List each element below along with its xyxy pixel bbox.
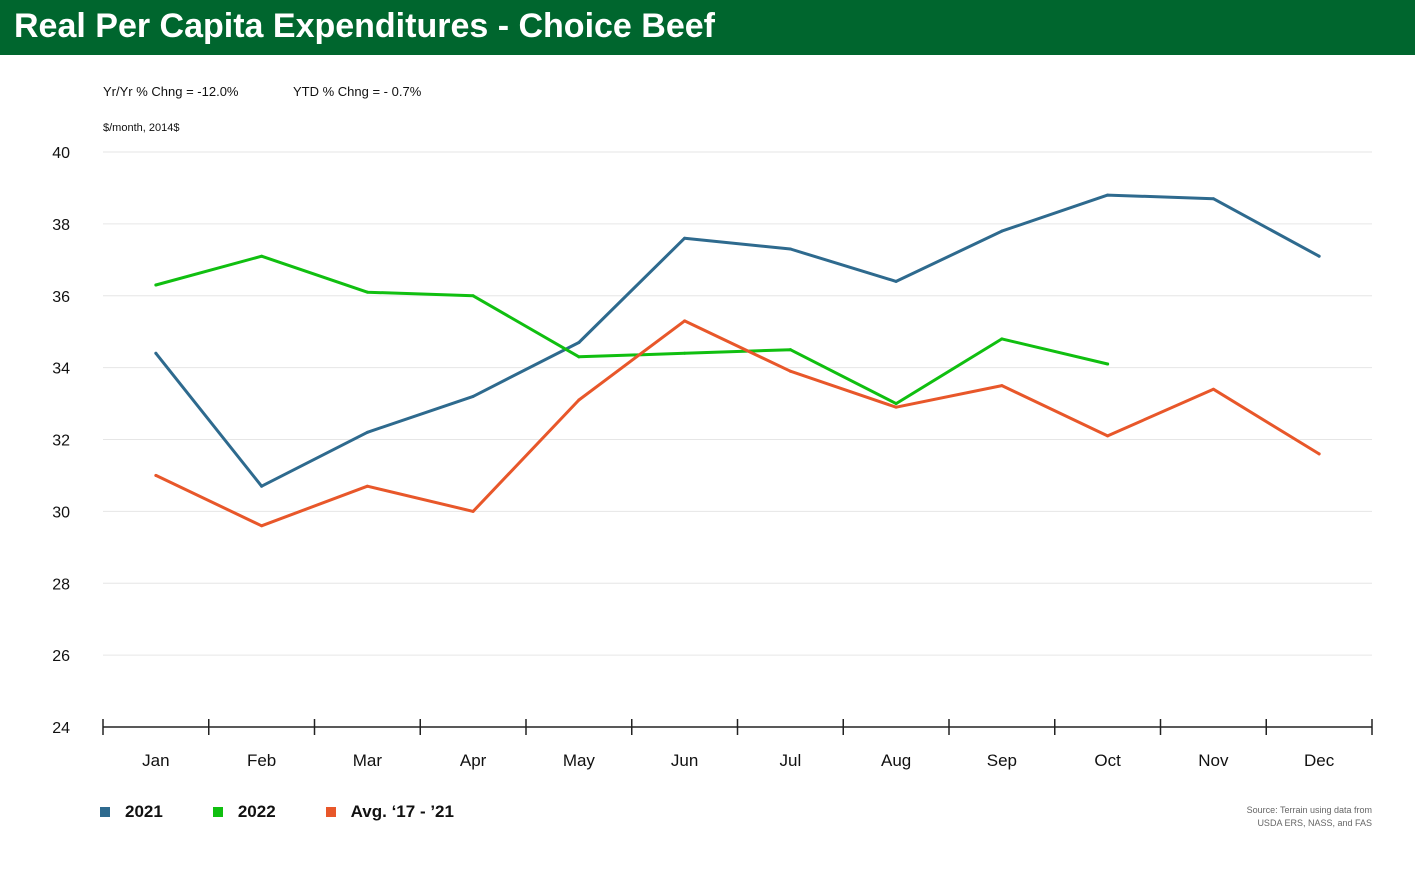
x-tick-label: Aug: [881, 751, 911, 770]
legend-item: Avg. ‘17 - ’21: [325, 802, 454, 822]
x-tick-label: May: [563, 751, 596, 770]
data-point: [365, 484, 369, 488]
data-point: [1000, 337, 1004, 341]
x-tick-label: Jun: [671, 751, 698, 770]
data-point: [154, 283, 158, 287]
data-point: [894, 405, 898, 409]
data-point: [1211, 387, 1215, 391]
y-tick-label: 26: [52, 648, 70, 665]
series-line-2: [154, 319, 1321, 528]
chart-legend: 2021 2022 Avg. ‘17 - ’21: [100, 800, 504, 824]
series-line-0: [154, 193, 1321, 488]
y-tick-label: 38: [52, 217, 70, 234]
data-point: [154, 473, 158, 477]
data-point: [154, 351, 158, 355]
legend-label: 2021: [125, 802, 163, 821]
y-tick-label: 36: [52, 289, 70, 306]
data-point: [365, 430, 369, 434]
x-tick-label: Sep: [987, 751, 1017, 770]
y-tick-label: 24: [52, 720, 70, 737]
data-point: [471, 509, 475, 513]
data-point: [1106, 362, 1110, 366]
data-point: [577, 398, 581, 402]
x-tick-label: Dec: [1304, 751, 1335, 770]
legend-swatch: [325, 807, 336, 817]
ytd-change-stat: YTD % Chng = - 0.7%: [293, 84, 422, 99]
y-tick-label: 28: [52, 576, 70, 593]
source-note: Source: Terrain using data from USDA ERS…: [1072, 804, 1372, 830]
x-tick-label: Apr: [460, 751, 487, 770]
y-tick-label: 32: [52, 433, 70, 450]
title-banner: Real Per Capita Expenditures - Choice Be…: [0, 0, 1415, 55]
y-axis-units-label: $/month, 2014$: [103, 122, 180, 134]
y-tick-label: 34: [52, 361, 70, 378]
x-tick-label: Feb: [247, 751, 276, 770]
data-point: [788, 247, 792, 251]
x-tick-label: Jul: [780, 751, 802, 770]
data-point: [365, 290, 369, 294]
x-tick-label: Mar: [353, 751, 383, 770]
data-point: [1317, 254, 1321, 258]
legend-item: 2022: [212, 802, 276, 822]
data-point: [894, 279, 898, 283]
data-point: [471, 394, 475, 398]
data-point: [260, 484, 264, 488]
data-point: [1317, 452, 1321, 456]
legend-label: 2022: [237, 802, 276, 821]
data-point: [260, 524, 264, 528]
legend-swatch: [100, 807, 110, 817]
data-point: [471, 294, 475, 298]
yoy-change-stat: Yr/Yr % Chng = -12.0%: [103, 84, 239, 99]
source-line-2: USDA ERS, NASS, and FAS: [1257, 818, 1372, 828]
y-tick-label: 40: [52, 145, 70, 162]
data-point: [1000, 384, 1004, 388]
data-point: [683, 319, 687, 323]
data-point: [577, 340, 581, 344]
page-title: Real Per Capita Expenditures - Choice Be…: [14, 7, 715, 45]
legend-swatch: [212, 807, 223, 817]
data-point: [788, 348, 792, 352]
data-point: [683, 236, 687, 240]
source-line-1: Source: Terrain using data from: [1246, 805, 1372, 815]
data-point: [1211, 197, 1215, 201]
data-point: [683, 351, 687, 355]
series-line-1: [154, 254, 1110, 406]
data-point: [1106, 193, 1110, 197]
legend-item: 2021: [100, 802, 163, 822]
data-point: [260, 254, 264, 258]
y-tick-label: 30: [52, 504, 70, 521]
data-point: [577, 355, 581, 359]
legend-label: Avg. ‘17 - ’21: [350, 802, 454, 821]
x-tick-label: Jan: [142, 751, 169, 770]
data-point: [894, 402, 898, 406]
x-tick-label: Nov: [1198, 751, 1229, 770]
x-tick-label: Oct: [1094, 751, 1121, 770]
data-point: [788, 369, 792, 373]
data-point: [1000, 229, 1004, 233]
data-point: [1106, 434, 1110, 438]
